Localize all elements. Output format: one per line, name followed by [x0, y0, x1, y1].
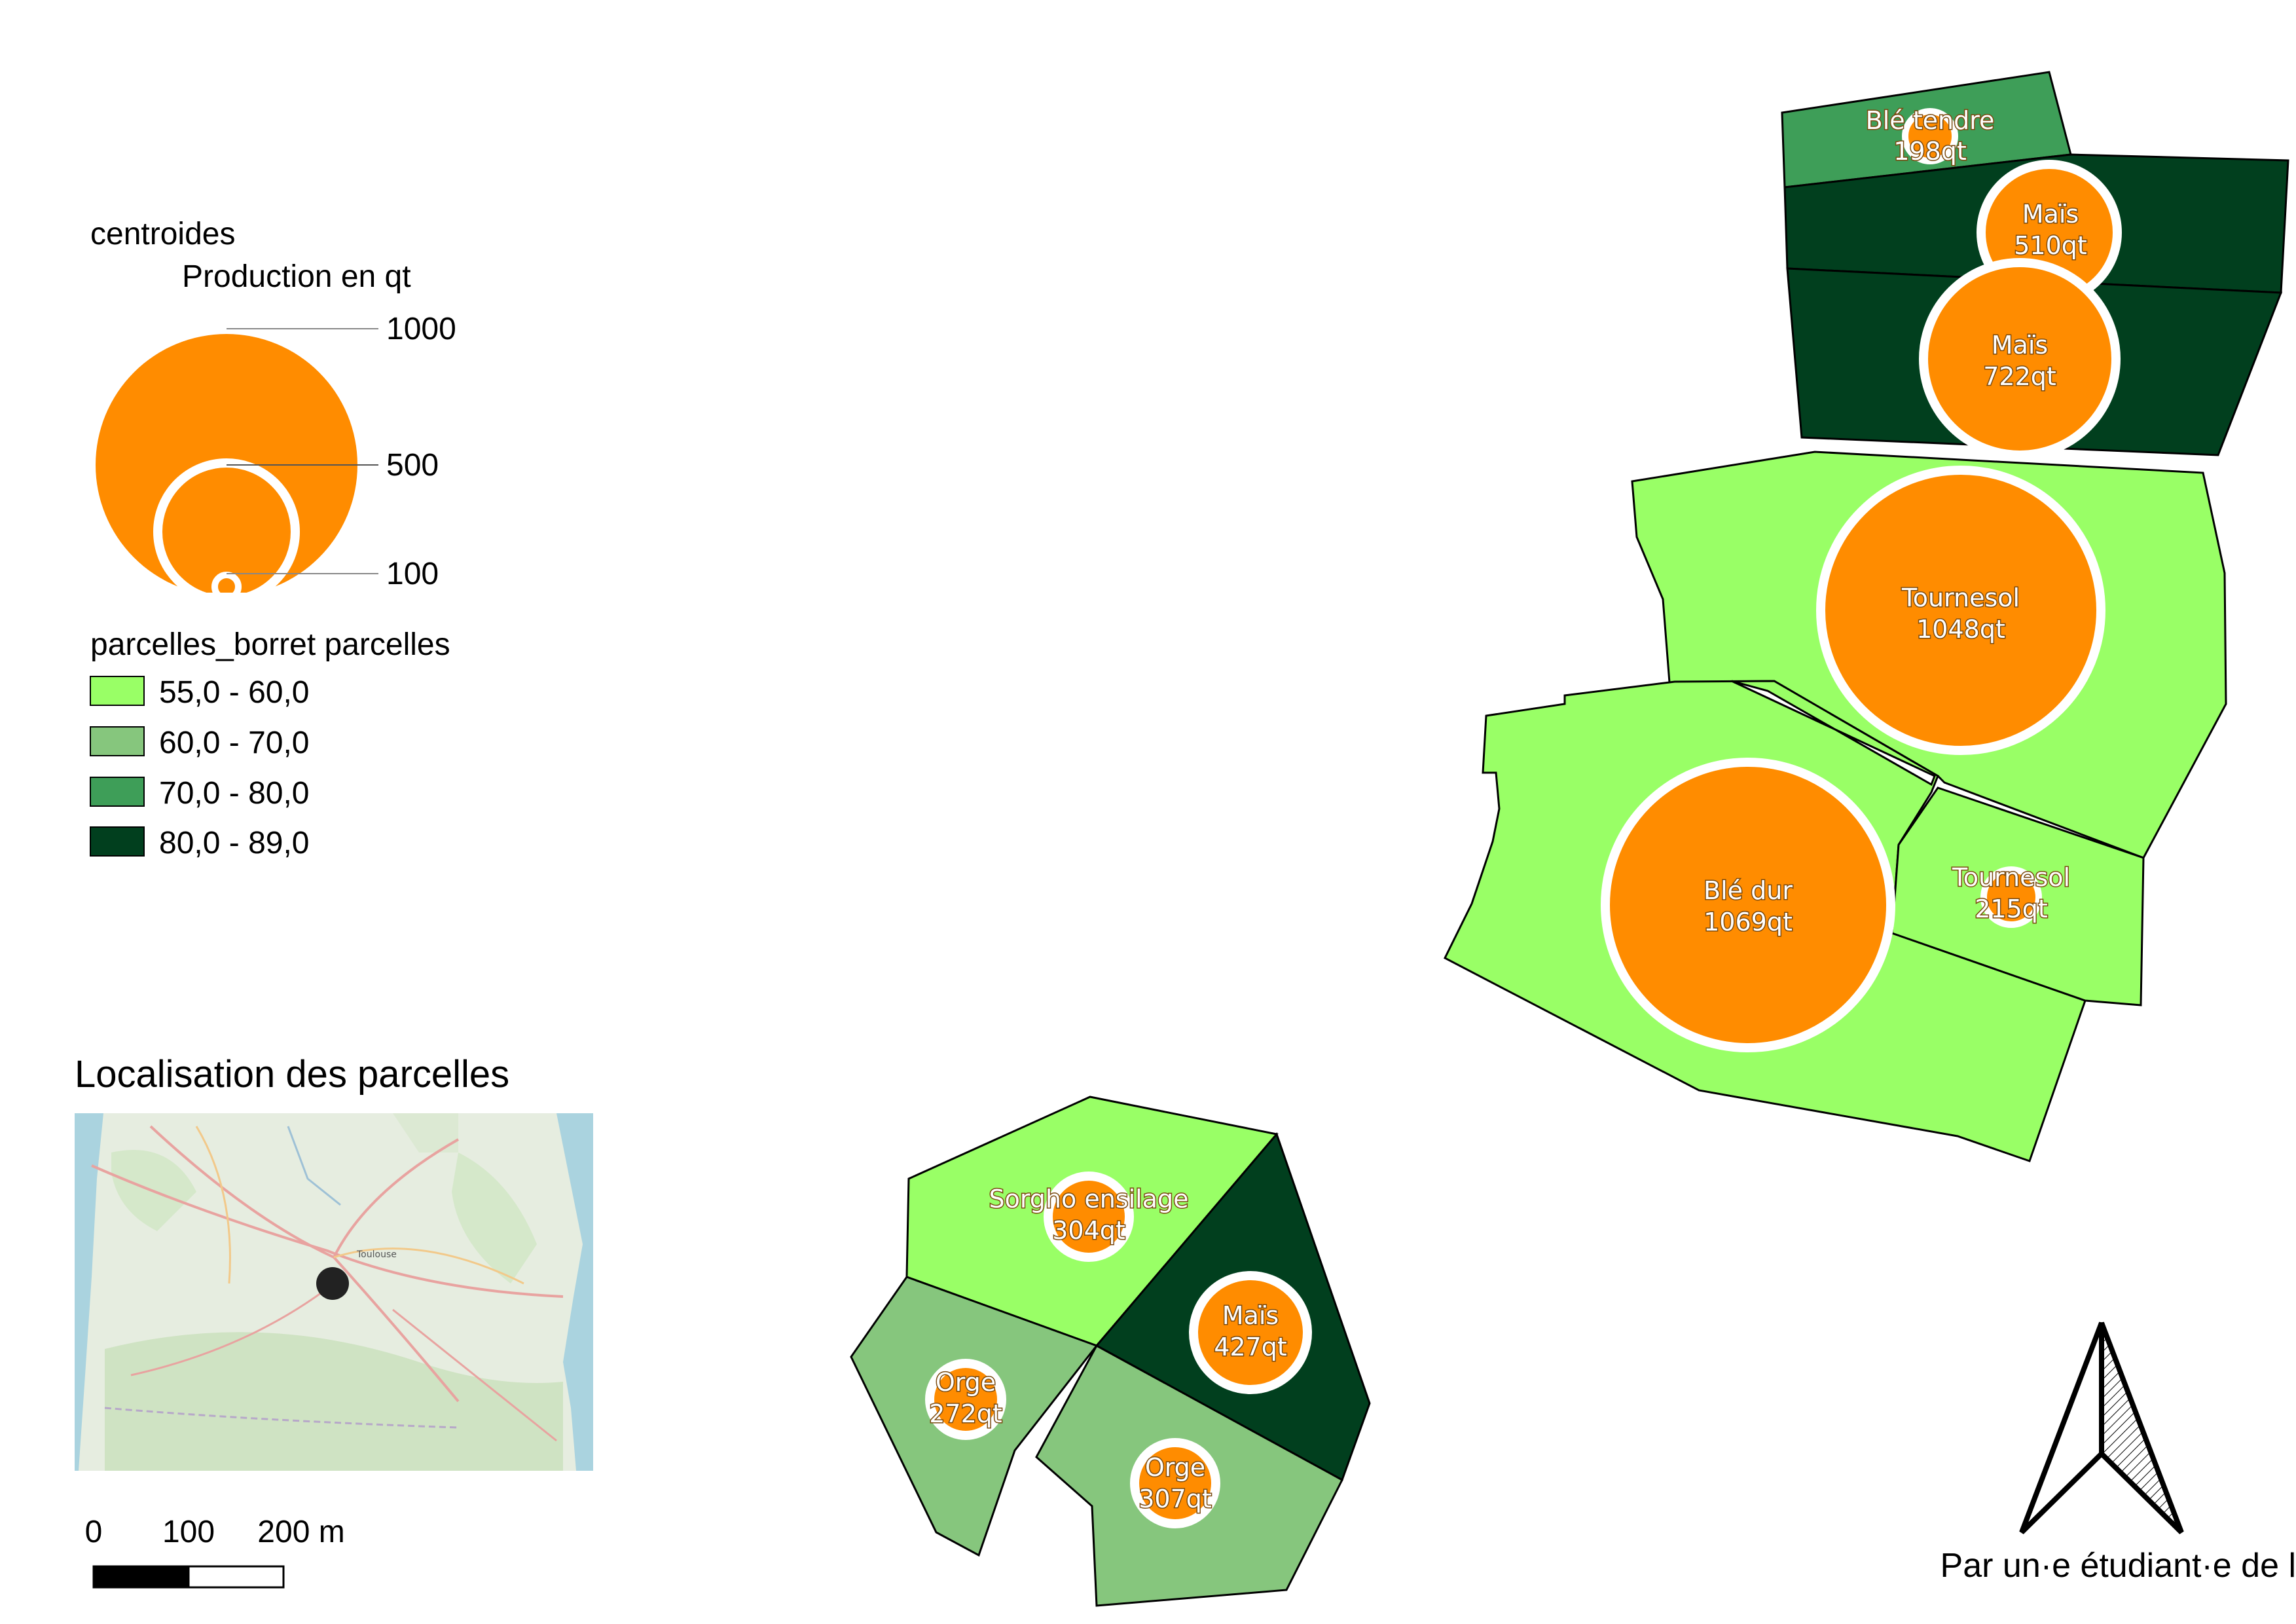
crop-label: Maïs — [2022, 200, 2079, 229]
crop-label: Tournesol — [1952, 863, 2070, 892]
production-label: 272qt — [929, 1399, 1002, 1428]
scale-bar: 0 100 200 m — [85, 1515, 345, 1589]
crop-label: Tournesol — [1901, 583, 2020, 612]
production-symbol[interactable] — [1980, 866, 2042, 928]
production-label: 510qt — [2014, 231, 2087, 260]
legend-swatch — [90, 826, 145, 857]
production-symbol[interactable] — [1601, 758, 1895, 1052]
legend-size-step: 100 — [386, 557, 439, 591]
legend: centroides Production en qt 1000 500 100… — [90, 217, 456, 860]
production-label: 1048qt — [1916, 615, 2005, 644]
legend-class-label: 60,0 - 70,0 — [159, 726, 310, 760]
production-symbol[interactable] — [925, 1359, 1006, 1440]
parcel-labels: Blé tendre 198qt Maïs 510qt Maïs 722qt T… — [928, 105, 2088, 1515]
production-label: 307qt — [1139, 1485, 1212, 1513]
legend-size-step: 500 — [386, 448, 439, 483]
production-symbol[interactable] — [1816, 466, 2105, 755]
legend-size-title: Production en qt — [182, 259, 411, 294]
production-label: 427qt — [1214, 1333, 1287, 1361]
production-symbol[interactable] — [1130, 1438, 1220, 1528]
legend-size-step: 1000 — [386, 312, 456, 346]
production-symbol[interactable] — [1044, 1172, 1134, 1262]
legend-class-label: 70,0 - 80,0 — [159, 776, 310, 811]
production-label: 722qt — [1983, 362, 2056, 391]
production-symbol[interactable] — [1902, 108, 1958, 164]
inset-title: Localisation des parcelles — [75, 1053, 509, 1096]
legend-class-label: 80,0 - 89,0 — [159, 826, 310, 860]
production-symbol[interactable] — [1919, 258, 2121, 460]
inset-map: Toulouse — [75, 1113, 593, 1471]
crop-label: Orge — [936, 1368, 996, 1397]
scale-tick-label: 0 — [85, 1515, 103, 1549]
scale-tick-label: 100 — [162, 1515, 215, 1549]
inset-place-label: Toulouse — [356, 1249, 397, 1260]
production-label: 198qt — [1893, 137, 1967, 166]
legend-layer-title: centroides — [90, 217, 235, 251]
crop-label: Blé tendre — [1866, 106, 1995, 135]
credit-text: Par un·e étudiant·e de l'ENSAT — [1941, 1547, 2296, 1585]
crop-label: Blé dur — [1704, 876, 1793, 905]
proportional-symbols — [925, 108, 2122, 1528]
production-symbol[interactable] — [1189, 1271, 1312, 1394]
production-label: 215qt — [1975, 895, 2048, 923]
crop-label: Sorgho ensilage — [989, 1185, 1188, 1213]
crop-label: Maïs — [1222, 1301, 1279, 1330]
location-marker — [316, 1267, 349, 1300]
crop-label: Maïs — [1992, 331, 2048, 360]
legend-class-label: 55,0 - 60,0 — [159, 675, 310, 710]
production-label: 304qt — [1052, 1216, 1125, 1245]
legend-swatch — [90, 726, 145, 756]
legend-swatch — [90, 777, 145, 807]
production-label: 1069qt — [1704, 908, 1793, 936]
legend-class-title: parcelles_borret parcelles — [90, 627, 450, 662]
north-arrow-icon — [2019, 1321, 2184, 1534]
scale-tick-label: 200 m — [257, 1515, 344, 1549]
parcel-gap — [1731, 680, 1936, 786]
crop-label: Orge — [1145, 1453, 1205, 1482]
legend-swatch — [90, 676, 145, 706]
